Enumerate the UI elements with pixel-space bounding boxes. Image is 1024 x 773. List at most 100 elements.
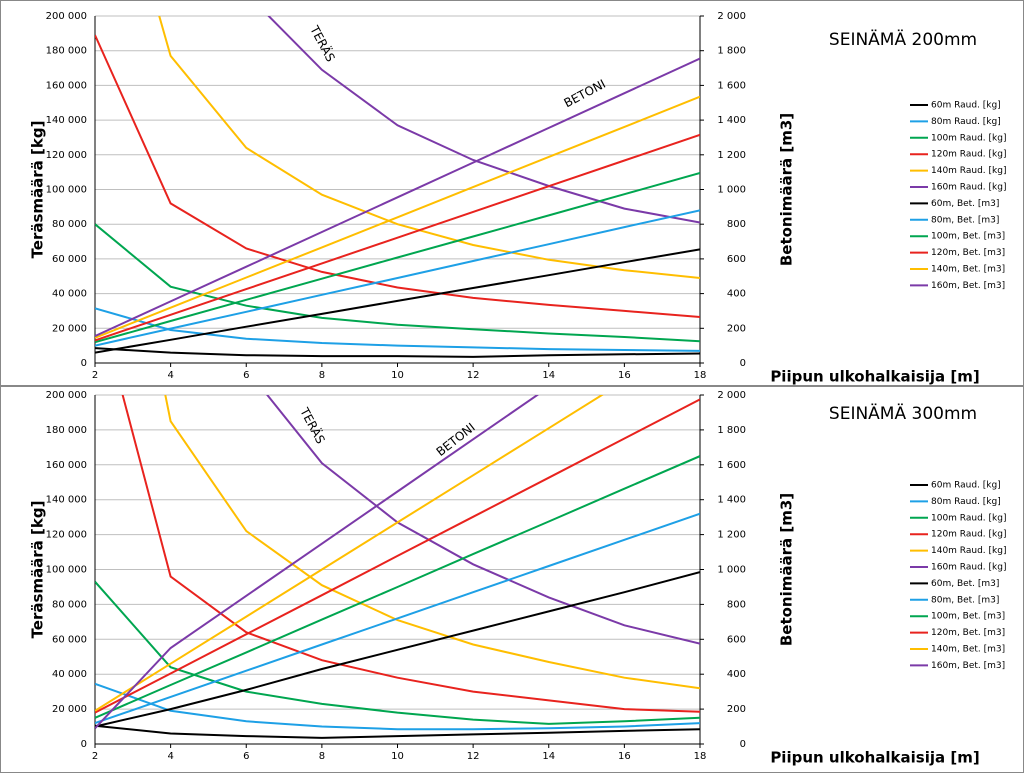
series-line [95, 223, 700, 343]
legend-label: 80m Raud. [kg] [931, 117, 1001, 127]
series-line [95, 347, 700, 358]
y2-tick-label: 1 400 [717, 495, 746, 506]
x-tick-label: 12 [467, 370, 480, 381]
annotation: BETONI [562, 77, 608, 111]
y2-tick-label: 0 [740, 739, 746, 750]
legend-label: 100m, Bet. [m3] [931, 232, 1005, 242]
series-line [95, 724, 700, 739]
series-line [95, 209, 700, 347]
legend-label: 80m Raud. [kg] [931, 497, 1001, 507]
y-tick-label: 60 000 [52, 634, 87, 645]
y-tick-label: 140 000 [46, 495, 87, 506]
y-axis-title: Teräsmäärä [kg] [29, 501, 47, 639]
y-tick-label: 80 000 [52, 599, 87, 610]
x-tick-label: 16 [618, 751, 631, 762]
legend-label: 120m Raud. [kg] [931, 150, 1006, 160]
annotation: TERÄS [297, 404, 329, 446]
x-tick-label: 2 [92, 751, 98, 762]
y2-tick-label: 600 [727, 634, 746, 645]
series-line [95, 133, 700, 342]
y-tick-label: 80 000 [52, 219, 87, 230]
x-tick-label: 6 [243, 751, 249, 762]
x-tick-label: 8 [319, 370, 325, 381]
y-tick-label: 40 000 [52, 669, 87, 680]
y-tick-label: 0 [81, 358, 87, 369]
legend-label: 160m Raud. [kg] [931, 183, 1006, 193]
legend-label: 80m, Bet. [m3] [931, 595, 999, 605]
legend-label: 60m, Bet. [m3] [931, 579, 999, 589]
series-line [266, 395, 700, 645]
series-line [95, 395, 540, 729]
y-tick-label: 100 000 [46, 185, 87, 196]
y-tick-label: 160 000 [46, 460, 87, 471]
y2-tick-label: 200 [727, 323, 746, 334]
panel-border [0, 0, 1024, 386]
x-tick-label: 12 [467, 751, 480, 762]
y2-tick-label: 1 800 [717, 425, 746, 436]
series-line [158, 16, 700, 279]
y-tick-label: 0 [81, 739, 87, 750]
y2-tick-label: 1 600 [717, 460, 746, 471]
y2-tick-label: 800 [727, 599, 746, 610]
series-line [121, 395, 700, 713]
series-line [95, 57, 700, 338]
y-tick-label: 20 000 [52, 323, 87, 334]
series-line [95, 455, 700, 719]
series-line [95, 682, 700, 731]
y-tick-label: 160 000 [46, 80, 87, 91]
series-line [95, 307, 700, 352]
chart-title: SEINÄMÄ 200mm [829, 29, 977, 50]
y-tick-label: 120 000 [46, 150, 87, 161]
y-tick-label: 180 000 [46, 46, 87, 57]
x-tick-label: 16 [618, 370, 631, 381]
legend-label: 140m Raud. [kg] [931, 546, 1006, 556]
y2-tick-label: 1 000 [717, 185, 746, 196]
y-tick-label: 180 000 [46, 425, 87, 436]
y2-tick-label: 2 000 [717, 11, 746, 22]
x-tick-label: 10 [391, 751, 404, 762]
y-axis-title: Teräsmäärä [kg] [29, 121, 47, 259]
series-line [95, 571, 700, 728]
legend-label: 120m Raud. [kg] [931, 530, 1006, 540]
x-tick-label: 4 [167, 751, 173, 762]
y2-tick-label: 600 [727, 254, 746, 265]
legend-label: 120m, Bet. [m3] [931, 248, 1005, 258]
x-tick-label: 14 [542, 751, 555, 762]
chart-title: SEINÄMÄ 300mm [829, 403, 977, 424]
legend-label: 140m Raud. [kg] [931, 166, 1006, 176]
series-line [95, 398, 700, 714]
legend-label: 120m, Bet. [m3] [931, 628, 1005, 638]
y2-tick-label: 400 [727, 669, 746, 680]
y-tick-label: 20 000 [52, 704, 87, 715]
x-tick-label: 2 [92, 370, 98, 381]
series-line [95, 512, 700, 725]
legend-label: 100m Raud. [kg] [931, 133, 1006, 143]
y2-tick-label: 400 [727, 289, 746, 300]
legend-label: 100m Raud. [kg] [931, 513, 1006, 523]
legend-label: 160m Raud. [kg] [931, 563, 1006, 573]
x-tick-label: 4 [167, 370, 173, 381]
y2-tick-label: 1 600 [717, 80, 746, 91]
y2-tick-label: 2 000 [717, 390, 746, 401]
y2-tick-label: 200 [727, 704, 746, 715]
legend-label: 60m, Bet. [m3] [931, 199, 999, 209]
y2-tick-label: 1 200 [717, 530, 746, 541]
x-axis-title: Piipun ulkohalkaisija [m] [770, 749, 979, 767]
plot-area [95, 16, 700, 358]
x-tick-label: 18 [694, 751, 707, 762]
x-tick-label: 6 [243, 370, 249, 381]
y2-tick-label: 1 800 [717, 46, 746, 57]
series-line [95, 395, 604, 712]
y2-axis-title: Betonimäärä [m3] [778, 113, 796, 266]
legend-label: 160m, Bet. [m3] [931, 281, 1005, 291]
x-axis-title: Piipun ulkohalkaisija [m] [770, 368, 979, 386]
annotation: TERÄS [307, 22, 339, 64]
legend-label: 140m, Bet. [m3] [931, 265, 1005, 275]
x-tick-label: 10 [391, 370, 404, 381]
y2-tick-label: 1 000 [717, 565, 746, 576]
y-tick-label: 60 000 [52, 254, 87, 265]
y-tick-label: 40 000 [52, 289, 87, 300]
y2-tick-label: 0 [740, 358, 746, 369]
series-line [95, 95, 700, 339]
